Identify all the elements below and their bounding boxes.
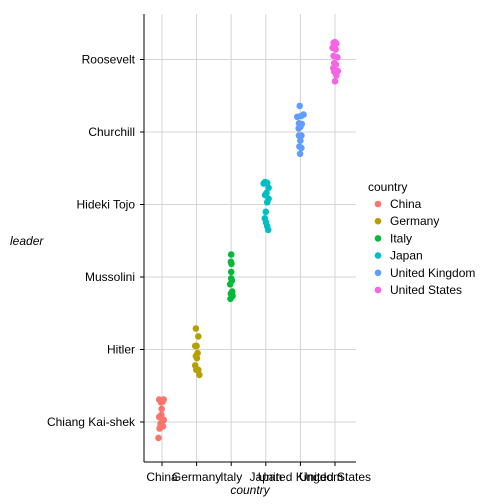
- y-tick-label: Chiang Kai-shek: [47, 415, 136, 429]
- point-italy: [227, 275, 235, 282]
- point-china: [158, 405, 165, 413]
- point-germany: [191, 342, 199, 350]
- point-japan: [262, 208, 270, 216]
- point-japan: [265, 184, 272, 192]
- y-tick-label: Hitler: [107, 343, 135, 357]
- point-united-kingdom: [297, 137, 304, 144]
- point-china: [159, 423, 167, 430]
- x-tick-label: United Kingdom: [258, 470, 343, 484]
- point-germany: [196, 371, 203, 379]
- legend-key-china: [374, 200, 382, 208]
- point-united-states: [334, 54, 341, 61]
- point-united-states: [332, 46, 340, 53]
- point-italy: [226, 281, 234, 288]
- point-united-states: [333, 72, 340, 79]
- x-tick-label: Japan: [249, 470, 282, 484]
- y-tick-label: Hideki Tojo: [77, 198, 136, 212]
- data-points: [155, 38, 342, 442]
- legend: country China Germany Italy Japan United Kin…: [368, 180, 475, 297]
- legend-label-united-states: United States: [390, 283, 462, 297]
- point-united-states: [331, 78, 339, 85]
- legend-key-japan: [374, 252, 382, 259]
- y-axis-ticks: Chiang Kai-shek Hitler Mussolini Hideki Toj…: [47, 53, 144, 429]
- legend-label-germany: Germany: [390, 214, 439, 228]
- y-tick-label: Roosevelt: [82, 53, 136, 67]
- point-germany: [193, 354, 201, 362]
- point-japan: [265, 195, 272, 202]
- point-germany: [192, 325, 200, 332]
- point-united-kingdom: [298, 144, 305, 152]
- point-china: [159, 398, 166, 406]
- x-tick-label: Italy: [220, 470, 242, 484]
- legend-label-united-kingdom: United Kingdom: [390, 266, 475, 280]
- point-italy: [228, 260, 235, 268]
- point-italy: [227, 268, 235, 276]
- legend-key-united-states: [374, 286, 382, 294]
- point-united-kingdom: [296, 150, 304, 158]
- point-united-kingdom: [298, 132, 305, 139]
- point-japan: [260, 180, 268, 187]
- legend-label-china: China: [390, 197, 422, 211]
- point-united-kingdom: [297, 112, 305, 120]
- point-japan: [264, 226, 272, 234]
- x-tick-label: Germany: [172, 470, 221, 484]
- legend-key-italy: [374, 235, 382, 242]
- legend-label-japan: Japan: [390, 249, 423, 263]
- x-tick-label: China: [146, 470, 178, 484]
- point-united-states: [333, 40, 340, 47]
- point-germany: [194, 349, 201, 357]
- legend-key-germany: [374, 217, 382, 225]
- point-italy: [227, 251, 235, 258]
- y-tick-label: Mussolini: [85, 270, 135, 284]
- point-italy: [229, 292, 236, 300]
- point-united-kingdom: [295, 125, 303, 132]
- x-tick-label: United States: [299, 470, 371, 484]
- legend-title: country: [368, 180, 407, 194]
- point-germany: [193, 366, 200, 374]
- legend-items: China Germany Italy Japan United Kingdom Unit…: [374, 197, 475, 297]
- legend-key-united-kingdom: [374, 269, 382, 277]
- legend-label-italy: Italy: [390, 231, 412, 245]
- horizontal-grid-lines: [144, 59, 356, 423]
- y-tick-label: Churchill: [88, 125, 135, 139]
- y-axis-title: leader: [10, 234, 44, 248]
- point-china: [155, 434, 162, 442]
- point-united-kingdom: [296, 102, 304, 110]
- point-china: [160, 417, 167, 424]
- x-axis-title: country: [230, 483, 270, 497]
- vertical-grid-lines: [161, 14, 336, 462]
- point-germany: [195, 333, 202, 340]
